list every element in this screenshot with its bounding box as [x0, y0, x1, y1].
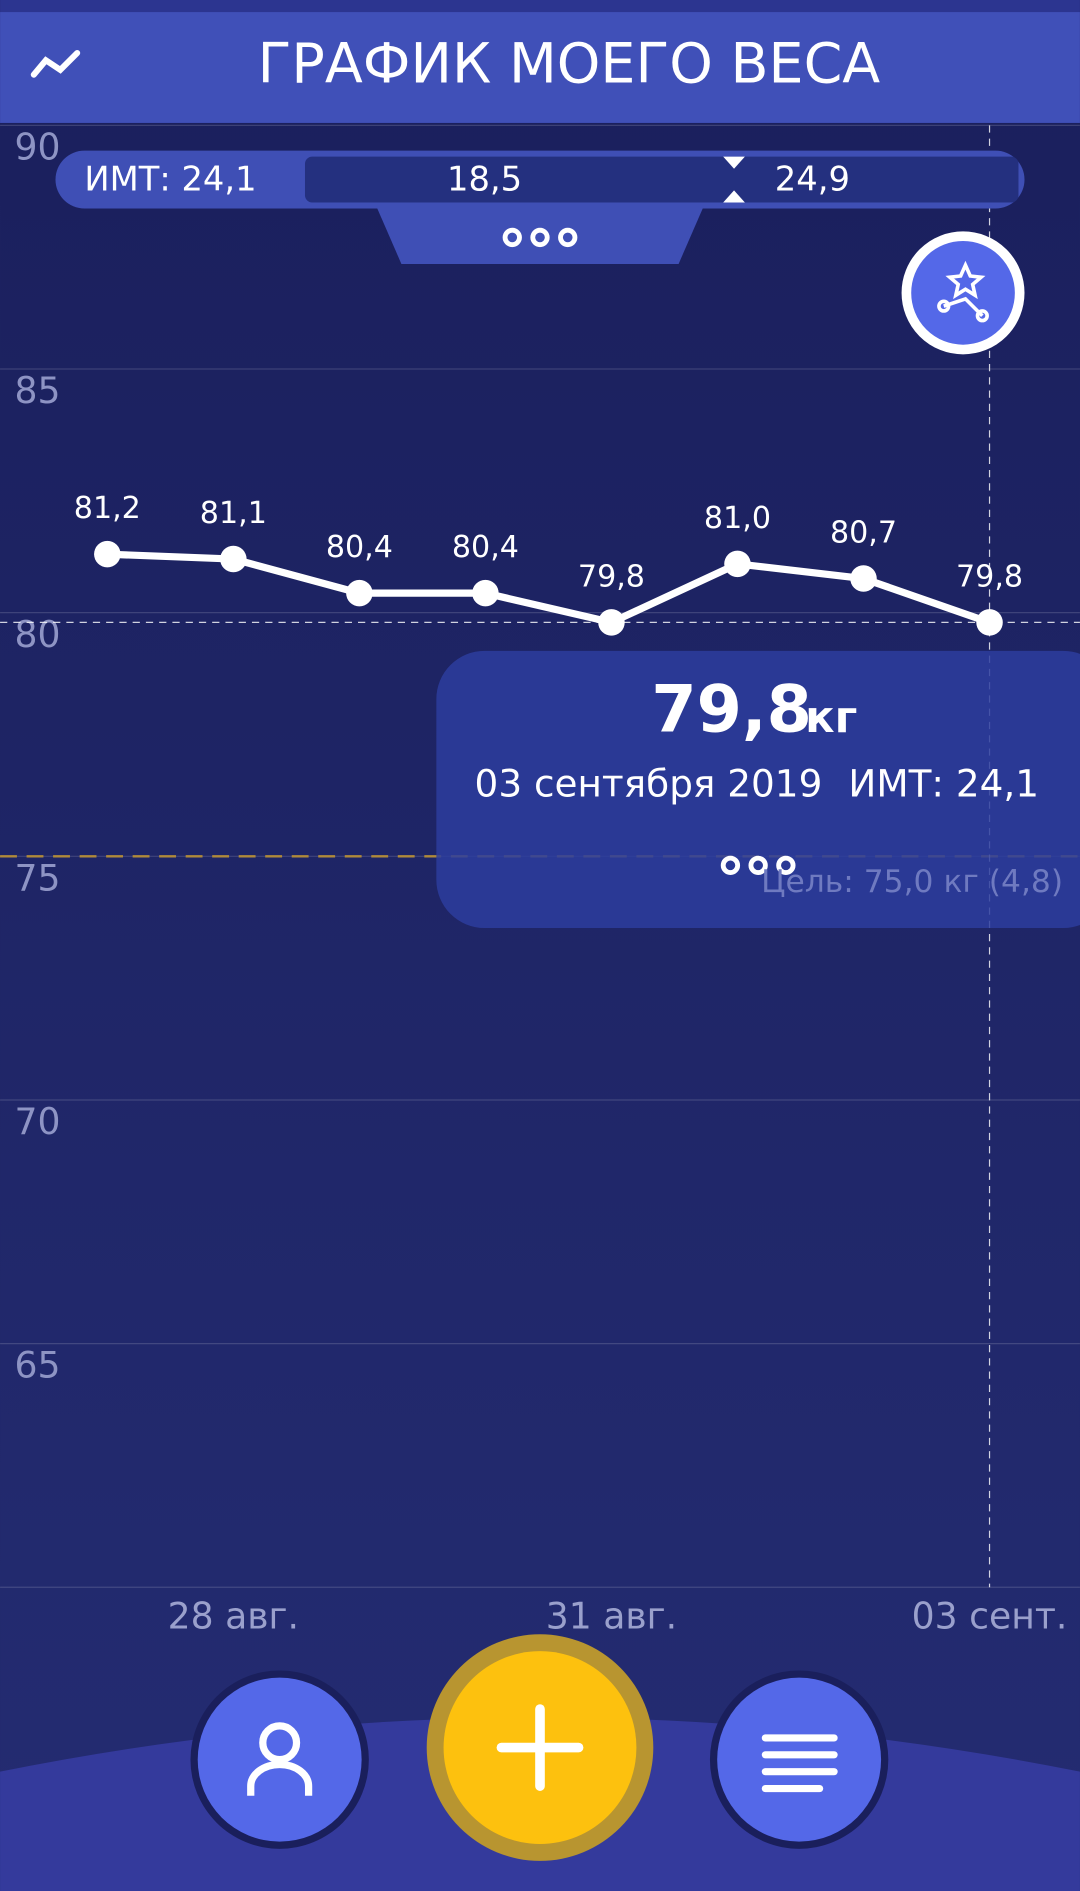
bmi-label: ИМТ: 24,1: [84, 159, 256, 198]
y-tick-label: 70: [15, 1100, 61, 1143]
tooltip-bmi: ИМТ: 24,1: [848, 761, 1039, 805]
tooltip-date: 03 сентября 2019: [475, 761, 823, 805]
profile-icon: [247, 1722, 313, 1796]
bmi-marker: [723, 190, 745, 203]
x-tick-label: 03 сент.: [912, 1595, 1068, 1638]
y-tick-label: 90: [15, 125, 61, 168]
add-icon: [496, 1704, 584, 1791]
point: [220, 545, 247, 573]
bmi-low: 18,5: [447, 159, 522, 198]
y-tick-label: 85: [15, 369, 61, 412]
point: [598, 609, 625, 636]
header-title: ГРАФИК МОЕГО ВЕСА: [258, 33, 881, 97]
point: [94, 540, 121, 568]
more-dots: [502, 227, 578, 248]
list-button[interactable]: [717, 1677, 882, 1842]
value-label: 81,2: [74, 491, 141, 526]
bmi-range: [304, 156, 1019, 203]
value-label: 80,4: [452, 530, 519, 565]
achievements-icon: [937, 260, 989, 323]
x-tick-label: 28 авг.: [168, 1595, 299, 1638]
header: [0, 12, 1080, 123]
x-tick-label: 31 авг.: [546, 1595, 677, 1638]
point: [850, 565, 877, 592]
bmi-marker: [723, 156, 745, 169]
value-label: 80,7: [830, 515, 897, 550]
tooltip[interactable]: 79,8 кг 03 сентября 2019 ИМТ: 24,1: [436, 650, 1080, 929]
tooltip-value: 79,8: [651, 673, 812, 748]
bmi-high: 24,9: [775, 159, 850, 198]
point: [724, 550, 751, 578]
point: [346, 579, 373, 607]
value-label: 79,8: [956, 559, 1023, 594]
goal-label: Цель: 75,0 кг (4,8): [761, 864, 1063, 900]
line: [107, 550, 991, 627]
chart-icon[interactable]: [30, 50, 81, 78]
value-label: 79,8: [578, 559, 645, 594]
more-dots: [720, 855, 796, 875]
status-bar: [0, 0, 1080, 13]
value-label: 81,1: [200, 496, 267, 531]
point: [472, 579, 499, 607]
tooltip-unit: кг: [805, 693, 857, 743]
point: [976, 609, 1003, 636]
y-tick-label: 80: [15, 613, 61, 656]
bmi-expand-tab[interactable]: [377, 208, 703, 264]
value-label: 80,4: [326, 530, 393, 565]
value-label: 81,0: [704, 501, 771, 536]
y-tick-label: 75: [15, 856, 61, 899]
tooltip-box: [436, 650, 1080, 929]
y-tick-label: 65: [15, 1344, 61, 1387]
list-icon: [761, 1734, 838, 1793]
